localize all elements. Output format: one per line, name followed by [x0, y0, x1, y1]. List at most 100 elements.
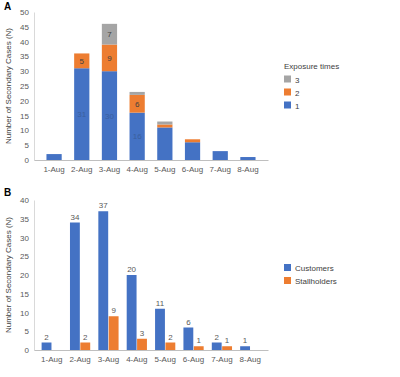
data-label: 1	[243, 336, 248, 345]
y-tick-label: 40	[20, 196, 29, 205]
data-label: 6	[135, 100, 140, 109]
y-axis: 05101520253035404550	[20, 8, 34, 165]
bar	[194, 346, 204, 350]
bar	[183, 328, 193, 351]
bar	[137, 339, 147, 350]
y-axis-line	[34, 13, 35, 161]
bar-segment	[130, 95, 145, 113]
y-tick: 35	[20, 52, 34, 61]
bar	[240, 346, 250, 350]
x-tick-label: 7-Aug	[211, 355, 232, 364]
data-label: 20	[127, 265, 136, 274]
data-label: 9	[107, 54, 112, 63]
panel-title: B	[4, 187, 11, 198]
x-tick: 2-Aug	[71, 160, 92, 174]
x-tick: 1-Aug	[41, 350, 62, 364]
legend-label: Customers	[295, 264, 334, 273]
bars	[46, 24, 255, 160]
y-tick: 15	[20, 290, 34, 299]
y-tick-label: 20	[20, 271, 29, 280]
y-tick: 10	[20, 309, 34, 318]
y-tick: 25	[20, 82, 34, 91]
data-labels: 234372011621293211	[44, 201, 248, 345]
x-tick-label: 2-Aug	[71, 165, 92, 174]
panel: B0510152025303540Number of Secondary Cas…	[4, 187, 337, 364]
y-tick: 50	[20, 8, 34, 17]
x-tick: 5-Aug	[155, 350, 176, 364]
bar	[80, 343, 90, 351]
y-tick-label: 0	[25, 346, 30, 355]
y-tick: 30	[20, 67, 34, 76]
legend: CustomersStallholders	[284, 264, 337, 286]
x-tick-label: 4-Aug	[126, 355, 147, 364]
bar-segment	[185, 142, 200, 160]
x-tick: 4-Aug	[126, 160, 147, 174]
bar	[109, 316, 119, 350]
x-tick: 5-Aug	[154, 160, 175, 174]
y-tick-label: 25	[20, 252, 29, 261]
data-label: 37	[99, 201, 108, 210]
bar-segment	[130, 92, 145, 95]
y-tick-label: 25	[20, 82, 29, 91]
bar-segment	[74, 68, 89, 160]
x-axis: 1-Aug 2-Aug 3-Aug 4-Aug 5-Aug 6-Aug 7-Aug 8-Aug	[35, 350, 269, 364]
y-tick: 5	[25, 327, 34, 336]
data-label: 1	[225, 336, 230, 345]
bar	[222, 346, 232, 350]
x-tick-label: 5-Aug	[155, 355, 176, 364]
x-tick-label: 2-Aug	[69, 355, 90, 364]
data-label: 2	[44, 333, 49, 342]
bar	[155, 309, 165, 350]
y-axis: 0510152025303540	[20, 196, 34, 355]
y-tick-label: 10	[20, 126, 29, 135]
data-label: 16	[133, 132, 142, 141]
data-label: 9	[111, 306, 116, 315]
data-label: 31	[77, 110, 86, 119]
x-tick-label: 3-Aug	[98, 355, 119, 364]
x-tick-label: 3-Aug	[99, 165, 120, 174]
bars	[42, 211, 250, 350]
y-tick: 40	[20, 38, 34, 47]
legend-swatch	[284, 277, 291, 284]
legend-swatch	[284, 264, 291, 271]
bar-segment	[240, 157, 255, 160]
bar-segment	[185, 139, 200, 142]
y-tick-label: 30	[20, 234, 29, 243]
y-tick: 10	[20, 126, 34, 135]
x-tick-label: 1-Aug	[43, 165, 64, 174]
x-tick: 6-Aug	[182, 160, 203, 174]
x-tick: 1-Aug	[43, 160, 64, 174]
data-labels: 3130165967	[77, 30, 142, 141]
y-tick-label: 45	[20, 23, 29, 32]
y-axis-title: Number of Secondary Cases (N)	[4, 217, 13, 333]
y-tick-label: 0	[25, 156, 30, 165]
y-axis-line	[34, 201, 35, 351]
x-axis-line	[35, 350, 269, 351]
data-label: 6	[186, 318, 191, 327]
data-label: 5	[80, 57, 85, 66]
bar-segment	[130, 113, 145, 160]
data-label: 2	[168, 333, 173, 342]
bar-segment	[157, 127, 172, 160]
x-tick: 6-Aug	[183, 350, 204, 364]
x-axis-line	[35, 160, 269, 161]
y-axis-title: Number of Secondary Cases (N)	[4, 28, 13, 144]
x-tick: 8-Aug	[240, 350, 261, 364]
x-tick: 4-Aug	[126, 350, 147, 364]
bar	[70, 223, 80, 351]
y-tick-label: 20	[20, 97, 29, 106]
data-label: 34	[70, 213, 79, 222]
bar-segment	[157, 124, 172, 127]
bar	[42, 343, 52, 351]
bar	[127, 275, 137, 350]
x-tick: 7-Aug	[210, 160, 231, 174]
x-tick: 7-Aug	[211, 350, 232, 364]
data-label: 2	[214, 333, 219, 342]
y-tick: 45	[20, 23, 34, 32]
legend-label: 2	[295, 89, 300, 98]
y-tick-label: 5	[25, 327, 30, 336]
x-tick-label: 6-Aug	[183, 355, 204, 364]
data-label: 30	[105, 112, 114, 121]
bar-segment	[157, 122, 172, 125]
bar-segment	[46, 154, 61, 160]
